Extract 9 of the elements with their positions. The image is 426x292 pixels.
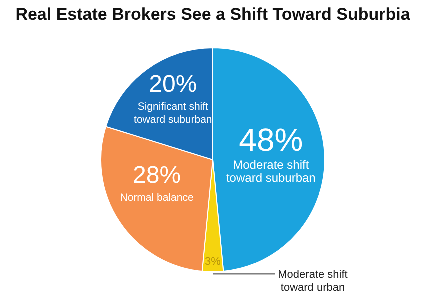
- slice-label: Significant shift toward suburban: [134, 100, 212, 126]
- data-label: 28%: [133, 162, 182, 190]
- data-label: 48%: [239, 122, 304, 158]
- slice-label: Normal balance: [120, 192, 194, 204]
- chart-title: Real Estate Brokers See a Shift Toward Suburbia: [14, 5, 412, 25]
- data-label: 20%: [149, 70, 198, 98]
- slice-label: Moderate shift toward suburban: [226, 158, 316, 186]
- slice-label: Moderate shift toward urban: [278, 269, 348, 292]
- data-label: 3%: [205, 256, 222, 268]
